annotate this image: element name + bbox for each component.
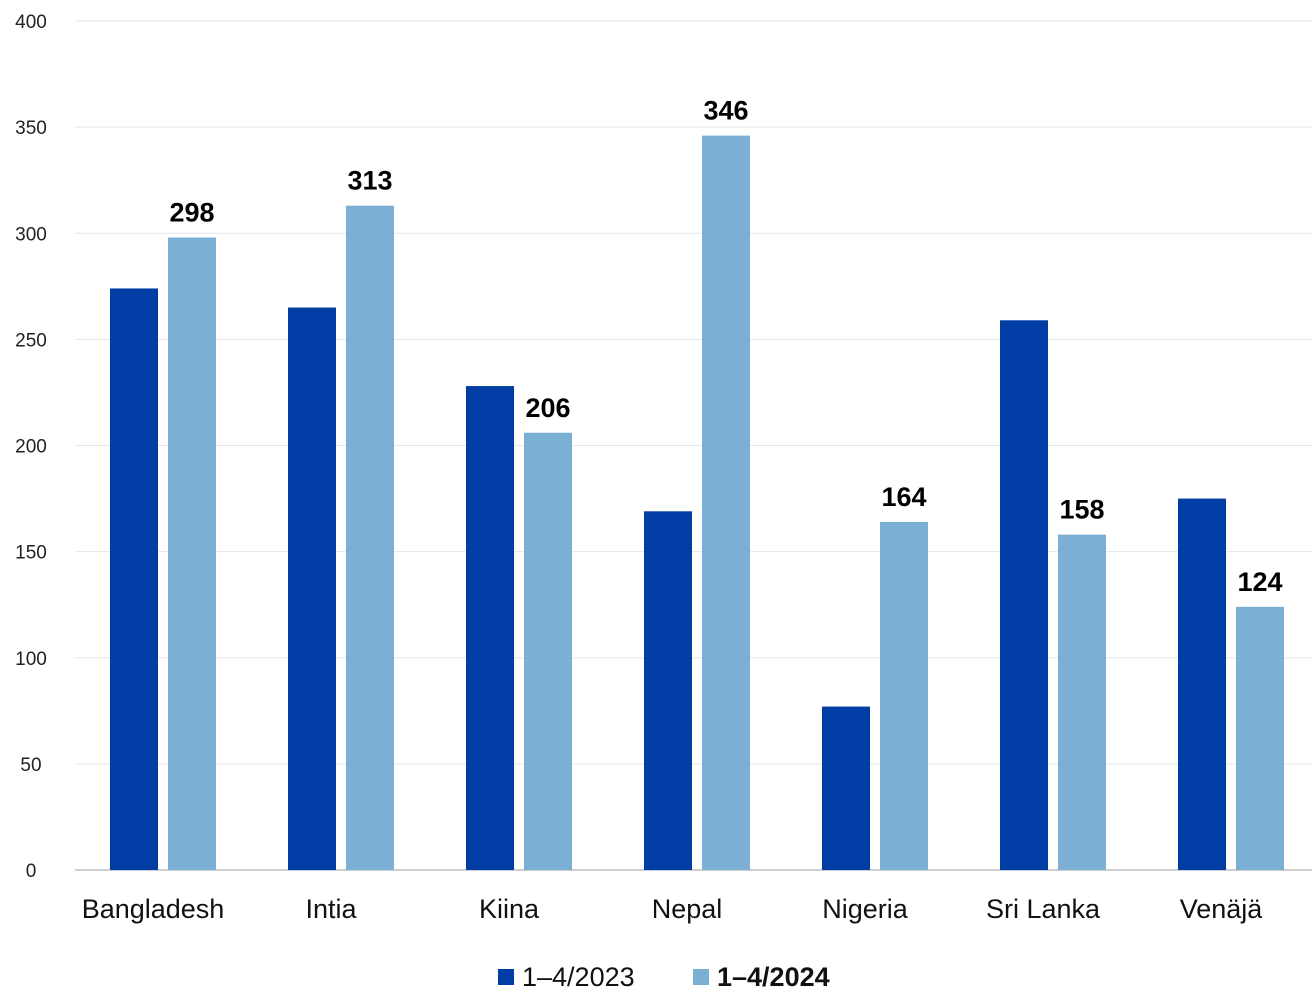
data-label: 346 [703, 96, 748, 126]
y-tick-label: 400 [15, 12, 47, 33]
x-tick-label: Nigeria [822, 894, 909, 924]
bar [1178, 498, 1226, 870]
bar [1236, 606, 1284, 870]
x-tick-label: Sri Lanka [986, 894, 1101, 924]
x-tick-label: Venäjä [1180, 894, 1264, 924]
data-label: 298 [169, 197, 214, 227]
y-tick-label: 200 [15, 437, 47, 458]
legend-label: 1–4/2024 [717, 962, 830, 992]
legend: 1–4/2023 1–4/2024 [498, 962, 830, 992]
bar [168, 237, 216, 870]
data-label: 313 [347, 166, 392, 196]
bar [1000, 320, 1048, 871]
x-tick-label: Intia [305, 894, 357, 924]
data-label: 158 [1059, 495, 1104, 525]
y-tick-label: 250 [15, 330, 47, 351]
bar [346, 205, 394, 871]
bar [702, 135, 750, 871]
data-label: 206 [525, 393, 570, 423]
legend-label: 1–4/2023 [522, 962, 635, 992]
bar [288, 307, 336, 871]
y-tick-label: 150 [15, 543, 47, 564]
bar [1058, 534, 1106, 870]
y-tick-label: 100 [15, 649, 47, 670]
legend-swatch [498, 969, 514, 985]
y-tick-label: 300 [15, 224, 47, 245]
y-tick-label: 350 [15, 118, 47, 139]
x-tick-label: Bangladesh [82, 894, 225, 924]
data-label: 164 [881, 482, 926, 512]
bar [110, 288, 158, 870]
bar [644, 511, 692, 870]
x-tick-label: Kiina [479, 894, 540, 924]
y-tick-label: 0 [26, 861, 37, 882]
bar [524, 432, 572, 870]
bar [466, 386, 514, 870]
y-tick-label: 50 [20, 755, 41, 776]
legend-swatch [693, 969, 709, 985]
data-label: 124 [1237, 567, 1282, 597]
bar [880, 521, 928, 870]
x-tick-label: Nepal [652, 894, 723, 924]
bar [822, 706, 870, 870]
